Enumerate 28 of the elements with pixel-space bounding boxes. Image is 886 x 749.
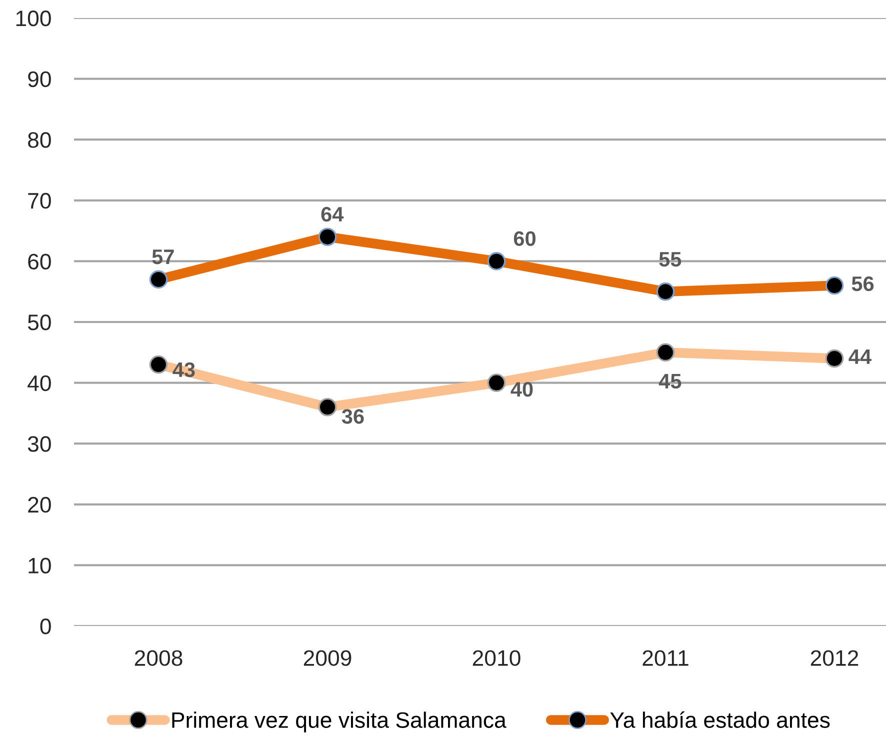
y-tick-label: 60: [28, 254, 51, 270]
data-label: 64: [321, 206, 344, 222]
x-tick-label: 2012: [810, 650, 858, 666]
y-tick-label: 30: [28, 436, 51, 452]
x-tick-label: 2010: [472, 650, 520, 666]
data-label: 40: [510, 382, 533, 397]
x-tick-label: 2009: [304, 650, 352, 666]
data-label: 43: [172, 362, 195, 378]
y-tick-label: 90: [28, 71, 51, 88]
data-label: 60: [514, 231, 536, 246]
data-label: 55: [659, 252, 682, 267]
x-tick-label: 2008: [134, 650, 182, 666]
y-tick-label: 0: [40, 618, 51, 634]
y-tick-label: 50: [28, 314, 51, 330]
legend-label: Ya había estado antes: [610, 711, 830, 728]
data-label: 45: [658, 374, 682, 389]
data-label: 57: [152, 250, 174, 264]
legend-label: Primera vez que visita Salamanca: [172, 712, 506, 732]
y-tick-label: 100: [16, 10, 51, 26]
y-tick-label: 40: [28, 375, 51, 392]
y-tick-label: 70: [28, 192, 51, 209]
y-tick-label: 80: [28, 132, 51, 148]
data-label: 56: [852, 276, 874, 292]
y-tick-label: 10: [28, 558, 51, 574]
x-tick-label: 2011: [642, 650, 688, 666]
data-label: 44: [848, 350, 872, 364]
y-tick-label: 20: [28, 496, 51, 513]
data-label: 36: [342, 409, 364, 424]
